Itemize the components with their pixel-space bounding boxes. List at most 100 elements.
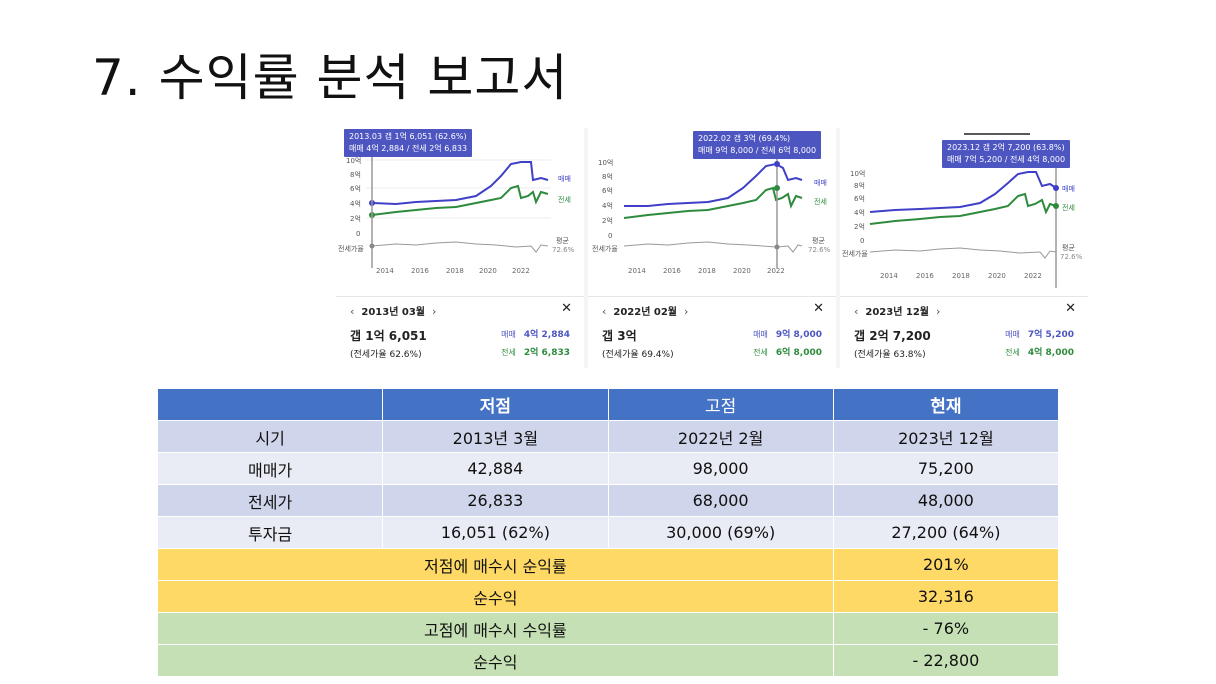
row-label: 순수익	[157, 644, 834, 677]
table-cell: 75,200	[832, 452, 1060, 485]
close-icon[interactable]: ✕	[813, 301, 824, 316]
table-cell: 48,000	[832, 484, 1060, 517]
rent-series-label: 전세	[558, 195, 571, 204]
ratio-line	[623, 241, 803, 253]
ratio-series-label: 전세가율	[592, 244, 618, 253]
detail-card: ‹ 2013년 03월 › ✕ 갭 1억 6,051 (전세가율 62.6%) …	[336, 296, 584, 368]
tooltip-line: 2013.03 갭 1억 6,051 (62.6%)	[349, 132, 467, 141]
table-cell: - 76%	[832, 612, 1060, 645]
rent-value: 6억 8,000	[775, 348, 822, 358]
x-tick-label: 2014	[376, 267, 394, 275]
x-tick-label: 2020	[479, 267, 497, 275]
table-cell: 2022년 2월	[607, 420, 834, 453]
chart-panel-low: 10억 8억 6억 4억 2억 0 매매 전세 전세가율 평균	[336, 128, 584, 368]
y-tick-label: 2억	[602, 217, 613, 225]
avg-value: 72.6%	[1060, 253, 1083, 261]
gap-value: 갭 3억	[602, 329, 637, 343]
avg-label: 평균	[1062, 243, 1075, 252]
avg-value: 72.6%	[552, 246, 575, 254]
table-row: 전세가 26,833 68,000 48,000	[156, 484, 1060, 517]
close-icon[interactable]: ✕	[561, 301, 572, 316]
trade-price: 매매 7억 5,200	[1005, 327, 1074, 340]
price-chart-svg: 10억 8억 6억 4억 2억 0 매매 전세 전세가율 평균 72.6% 20…	[592, 158, 831, 275]
table-row: 시기 2013년 3월 2022년 2월 2023년 12월	[156, 420, 1060, 453]
table-cell: - 22,800	[832, 644, 1060, 677]
trade-label: 매매	[501, 330, 516, 339]
x-tick-label: 2022	[767, 267, 785, 275]
chevron-left-icon[interactable]: ‹	[602, 305, 607, 318]
tooltip-line: 2023.12 갭 2억 7,200 (63.8%)	[947, 143, 1065, 152]
chevron-left-icon[interactable]: ‹	[854, 305, 859, 318]
rent-price: 전세 2억 6,833	[501, 345, 570, 358]
header-cell	[156, 388, 384, 421]
avg-value: 72.6%	[808, 246, 831, 254]
y-tick-label: 8억	[854, 182, 865, 190]
x-tick-label: 2022	[512, 267, 530, 275]
table-cell: 27,200 (64%)	[832, 516, 1060, 549]
rent-price: 전세 4억 8,000	[1005, 345, 1074, 358]
x-tick-label: 2022	[1024, 272, 1042, 280]
x-tick-label: 2016	[663, 267, 681, 275]
low-buy-profit-row: 순수익 32,316	[157, 580, 1060, 613]
chart-tooltip: 2023.12 갭 2억 7,200 (63.8%) 매매 7억 5,200 /…	[942, 140, 1071, 168]
close-icon[interactable]: ✕	[1065, 301, 1076, 316]
trade-price-line	[624, 162, 803, 207]
price-chart: 10억 8억 6억 4억 2억 0 매매 전세 전세가율 평균 72.6% 20…	[588, 128, 836, 288]
y-tick-label: 4억	[854, 209, 865, 217]
y-tick-label: 10억	[346, 157, 361, 165]
x-tick-label: 2020	[988, 272, 1006, 280]
table-cell: 98,000	[607, 452, 834, 485]
y-tick-label: 0	[356, 230, 360, 238]
table-cell: 30,000 (69%)	[607, 516, 834, 549]
avg-label: 평균	[812, 236, 825, 245]
chevron-left-icon[interactable]: ‹	[350, 305, 355, 318]
row-label: 전세가	[156, 484, 384, 517]
date-navigator: ‹ 2023년 12월 ›	[854, 303, 940, 318]
rent-price-line	[869, 192, 1057, 225]
chevron-right-icon[interactable]: ›	[935, 305, 941, 318]
high-buy-profit-row: 순수익 - 22,800	[157, 644, 1060, 677]
table-cell: 26,833	[382, 484, 609, 517]
x-tick-label: 2014	[628, 267, 646, 275]
date-label: 2023년 12월	[865, 307, 930, 318]
x-tick-label: 2018	[698, 267, 716, 275]
row-label: 순수익	[157, 580, 834, 613]
rent-series-label: 전세	[1062, 203, 1075, 212]
low-buy-rate-row: 저점에 매수시 순익률 201%	[157, 548, 1060, 581]
trade-price: 매매 9억 8,000	[753, 327, 822, 340]
y-tick-label: 0	[608, 232, 612, 240]
trade-label: 매매	[1005, 330, 1020, 339]
x-tick-label: 2016	[411, 267, 429, 275]
table-row: 투자금 16,051 (62%) 30,000 (69%) 27,200 (64…	[156, 516, 1060, 549]
chart-tooltip: 2013.03 갭 1억 6,051 (62.6%) 매매 4억 2,884 /…	[344, 129, 473, 157]
y-tick-label: 8억	[602, 173, 613, 181]
x-tick-label: 2018	[446, 267, 464, 275]
price-chart-svg: 10억 8억 6억 4억 2억 0 매매 전세 전세가율 평균	[338, 152, 575, 275]
y-tick-label: 8억	[350, 171, 361, 179]
avg-label: 평균	[556, 236, 569, 245]
date-navigator: ‹ 2013년 03월 ›	[350, 303, 436, 318]
row-label: 시기	[156, 420, 384, 453]
table-cell: 16,051 (62%)	[382, 516, 609, 549]
chevron-right-icon[interactable]: ›	[431, 305, 437, 318]
tooltip-line: 2022.02 갭 3억 (69.4%)	[698, 134, 791, 143]
row-label: 고점에 매수시 수익률	[157, 612, 834, 645]
table-header-row: 저점 고점 현재	[156, 388, 1060, 421]
tooltip-line: 매매 4억 2,884 / 전세 2억 6,833	[349, 144, 468, 153]
gap-value: 갭 1억 6,051	[350, 329, 427, 343]
chart-panels: 10억 8억 6억 4억 2억 0 매매 전세 전세가율 평균	[336, 128, 1090, 368]
trade-value: 4억 2,884	[523, 330, 570, 340]
header-cell: 현재	[832, 388, 1060, 421]
trade-price: 매매 4억 2,884	[501, 327, 570, 340]
chevron-right-icon[interactable]: ›	[683, 305, 689, 318]
y-tick-label: 6억	[602, 187, 613, 195]
table-row: 매매가 42,884 98,000 75,200	[156, 452, 1060, 485]
price-chart: 10억 8억 6억 4억 2억 0 매매 전세 전세가율 평균	[336, 128, 584, 288]
ratio-series-label: 전세가율	[842, 249, 868, 258]
y-tick-label: 10억	[850, 170, 865, 178]
table-cell: 32,316	[832, 580, 1060, 613]
chart-panel-current: 10억 8억 6억 4억 2억 0 매매 전세 전세가율 평균 72.6% 20…	[840, 128, 1090, 368]
trade-price-line	[869, 171, 1057, 213]
rent-value: 2억 6,833	[523, 348, 570, 358]
detail-card: ‹ 2022년 02월 › ✕ 갭 3억 (전세가율 69.4%) 매매 9억 8…	[588, 296, 836, 368]
